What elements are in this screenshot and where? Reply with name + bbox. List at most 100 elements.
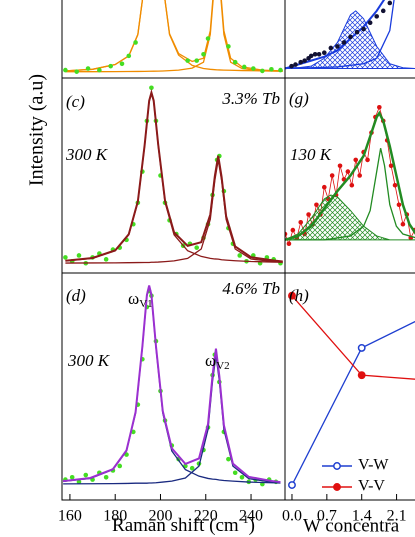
fit-curve (285, 0, 395, 69)
data-point (226, 456, 231, 462)
data-point (189, 465, 195, 471)
x-tick-label: 2.1 (387, 508, 407, 525)
data-point (76, 479, 82, 485)
data-point (269, 67, 274, 72)
data-point (345, 169, 351, 174)
x-axis-label: W concentra (303, 515, 400, 536)
fit-curve (285, 148, 415, 241)
data-point (232, 470, 238, 476)
data-point (226, 44, 231, 49)
data-point (74, 69, 80, 74)
panel-label: (d) (66, 286, 86, 305)
fit-curve (65, 159, 283, 264)
temperature: 300 K (65, 145, 109, 164)
fit-curve (65, 0, 283, 73)
data-point (335, 44, 340, 49)
data-point (374, 14, 380, 19)
fit-curve (291, 295, 415, 380)
data-point (341, 40, 347, 45)
data-point (185, 58, 190, 63)
fit-curve (65, 0, 283, 72)
panel (285, 104, 415, 247)
x-tick-label: 160 (58, 508, 82, 525)
data-point (322, 184, 327, 190)
data-point (103, 257, 109, 262)
panel (63, 0, 283, 74)
data-point (322, 50, 327, 56)
data-point (293, 62, 298, 67)
composition: 4.6% Tb (222, 279, 280, 298)
fit-curve (285, 110, 415, 242)
data-point (201, 52, 206, 57)
data-point (232, 59, 238, 65)
data-point (306, 212, 311, 217)
data-point (85, 66, 91, 71)
temperature: 300 K (67, 351, 111, 370)
data-point (97, 67, 102, 73)
panel (63, 85, 283, 266)
fit-curve (63, 355, 281, 485)
data-point (103, 475, 109, 480)
legend-label: V-V (358, 478, 385, 495)
x-tick-label: 0.0 (282, 508, 302, 525)
peak-subscript: V1 (139, 298, 152, 310)
data-point (329, 173, 335, 178)
data-point (278, 67, 283, 73)
x-tick-label: 200 (148, 508, 172, 525)
data-point (285, 231, 288, 237)
hatched-peak (285, 194, 415, 241)
data-point (298, 220, 304, 225)
fit-curve (65, 88, 283, 263)
x-tick-label: 220 (194, 508, 218, 525)
panel-frame (61, 0, 286, 79)
x-axis-label-text: Raman shift (cm (112, 515, 239, 536)
x-tick-label: 180 (103, 508, 127, 525)
data-point (288, 481, 296, 489)
data-point (239, 475, 245, 480)
x-tick-label: 240 (239, 508, 263, 525)
data-point (361, 26, 366, 32)
fit-curve (63, 286, 281, 484)
x-axis-label-sup: -1 (239, 512, 249, 526)
data-point (377, 104, 382, 110)
y-axis-label: Intensity (a.u) (26, 74, 48, 186)
data-point (357, 173, 362, 178)
data-point (83, 472, 89, 478)
panel-frame (61, 272, 286, 501)
legend-marker (333, 462, 341, 470)
data-point (119, 61, 125, 67)
data-point (387, 0, 393, 6)
peak-label: ωV1 (128, 289, 153, 310)
x-axis-label: Raman shift (cm-1) (112, 512, 255, 537)
panel-frame (284, 272, 415, 501)
panel (63, 285, 281, 487)
data-point (288, 291, 296, 300)
data-point (69, 475, 75, 480)
data-point (349, 182, 355, 188)
peak-label: ωV2 (205, 351, 230, 372)
data-point (392, 182, 398, 188)
data-point (260, 68, 265, 74)
panel (288, 291, 415, 489)
data-point (302, 58, 307, 63)
data-point (354, 29, 360, 35)
legend-marker (333, 483, 341, 491)
panel (285, 0, 415, 70)
legend-label: V-W (358, 457, 389, 474)
data-point (357, 371, 366, 380)
data-point (357, 343, 366, 352)
panel-label: (c) (66, 92, 85, 111)
data-point (286, 241, 292, 247)
data-point (133, 40, 138, 45)
data-point (396, 202, 402, 208)
data-point (241, 64, 247, 70)
x-axis-label-end: ) (249, 515, 255, 536)
fit-curve (291, 320, 415, 486)
x-tick-label: 0.7 (317, 508, 337, 525)
data-point (328, 45, 334, 51)
data-point (205, 36, 211, 41)
panel-label: (g) (289, 89, 309, 108)
data-point (400, 221, 406, 227)
data-point (63, 255, 68, 260)
